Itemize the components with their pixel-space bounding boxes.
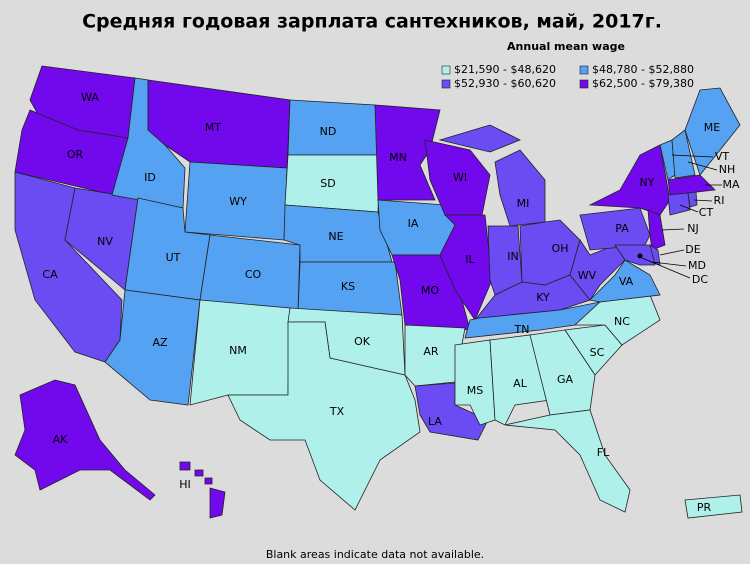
legend: $21,590 - $48,620 $48,780 - $52,880 $52,93… xyxy=(441,63,694,90)
state-label: TX xyxy=(329,405,345,418)
leader-line xyxy=(651,261,687,267)
state-region xyxy=(589,259,661,303)
state-label: IN xyxy=(507,250,518,263)
state-region xyxy=(439,214,493,321)
state-label: AL xyxy=(513,377,528,390)
state-region xyxy=(179,461,191,471)
state-region xyxy=(438,124,521,153)
state-label: RI xyxy=(714,194,725,207)
state-region xyxy=(667,174,716,196)
legend-label: $48,780 - $52,880 xyxy=(592,63,694,76)
state-label: WA xyxy=(81,91,99,104)
state-label: CA xyxy=(42,268,58,281)
state-label: WV xyxy=(578,269,597,282)
state-label: KS xyxy=(341,280,355,293)
state-region xyxy=(204,477,213,485)
leader-line xyxy=(679,204,699,213)
legend-swatch xyxy=(441,79,451,89)
state-label: VT xyxy=(715,150,730,163)
leader-line xyxy=(641,257,691,279)
state-region xyxy=(684,494,743,519)
state-label: CO xyxy=(245,268,262,281)
state-label: SC xyxy=(590,346,605,359)
state-label: KY xyxy=(536,291,550,304)
state-label: PR xyxy=(697,501,712,514)
state-label: WY xyxy=(229,195,247,208)
state-label: NH xyxy=(719,163,736,176)
state-label: AZ xyxy=(152,336,168,349)
state-label: MN xyxy=(389,151,407,164)
state-label: GA xyxy=(557,373,574,386)
state-label: OK xyxy=(354,335,371,348)
state-region xyxy=(588,144,671,216)
state-region xyxy=(614,244,656,266)
footnote: Blank areas indicate data not available. xyxy=(266,548,484,561)
state-region xyxy=(671,129,696,179)
state-label: FL xyxy=(597,446,610,459)
state-label: NY xyxy=(640,176,655,189)
state-label: MO xyxy=(421,284,439,297)
state-label: ID xyxy=(144,171,156,184)
state-labels: WA OR CA NV ID MT WY UT AZ CO NM ND SD NE KS OK TX MN IA MO… xyxy=(42,91,740,514)
state-label: NC xyxy=(614,315,630,328)
state-label: PA xyxy=(615,222,629,235)
leader-line xyxy=(671,154,714,158)
legend-swatch xyxy=(579,65,589,75)
state-label: WI xyxy=(453,171,467,184)
legend-label: $62,500 - $79,380 xyxy=(592,77,694,90)
state-label: NM xyxy=(229,344,247,357)
legend-title: Annual mean wage xyxy=(507,40,625,53)
states xyxy=(14,65,743,519)
state-label: MS xyxy=(467,384,483,397)
state-region xyxy=(194,469,204,477)
state-region xyxy=(647,209,666,251)
state-label: DC xyxy=(692,273,708,286)
state-label: DE xyxy=(685,243,700,256)
state-marker xyxy=(637,253,643,259)
state-label: VA xyxy=(619,275,634,288)
state-label: NJ xyxy=(687,222,698,235)
leader-line xyxy=(661,228,685,231)
state-label: LA xyxy=(428,415,442,428)
state-label: MI xyxy=(517,197,530,210)
state-region xyxy=(14,379,156,501)
state-label: AK xyxy=(53,433,69,446)
leader-line xyxy=(693,199,713,202)
leader-line xyxy=(659,249,685,256)
state-label: CT xyxy=(699,206,714,219)
legend-label: $21,590 - $48,620 xyxy=(454,63,556,76)
map-title: Средняя годовая зарплата сантехников, ма… xyxy=(82,11,662,33)
state-region xyxy=(687,191,698,208)
legend-swatch xyxy=(441,65,451,75)
state-label: IL xyxy=(465,253,475,266)
state-region xyxy=(404,324,466,387)
state-region xyxy=(504,409,631,513)
state-label: OH xyxy=(552,242,569,255)
state-label: AR xyxy=(423,345,439,358)
state-region xyxy=(667,192,691,216)
state-label: MA xyxy=(722,178,739,191)
state-label: MD xyxy=(688,259,706,272)
state-label: OR xyxy=(67,148,84,161)
state-label: UT xyxy=(166,251,181,264)
state-label: IA xyxy=(408,217,419,230)
state-label: SD xyxy=(320,177,335,190)
state-region xyxy=(227,321,421,511)
state-region xyxy=(579,207,651,251)
state-label: HI xyxy=(179,478,191,491)
state-label: MT xyxy=(205,121,221,134)
state-region xyxy=(209,487,226,519)
leader-line xyxy=(687,161,718,171)
legend-label: $52,930 - $60,620 xyxy=(454,77,556,90)
state-label: NV xyxy=(97,235,113,248)
state-label: NE xyxy=(328,230,343,243)
state-label: ME xyxy=(704,121,720,134)
state-label: ND xyxy=(320,125,337,138)
state-label: TN xyxy=(514,323,530,336)
legend-swatch xyxy=(579,79,589,89)
state-region xyxy=(684,87,741,176)
